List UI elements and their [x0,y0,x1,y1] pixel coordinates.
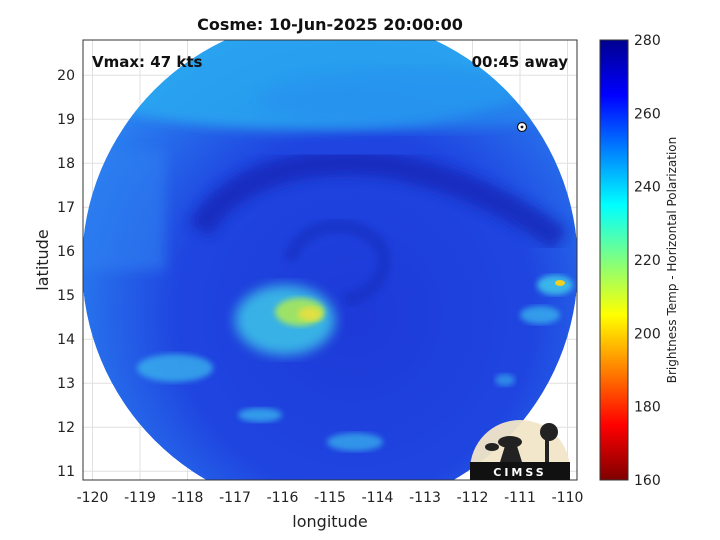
x-tick-label: -113 [409,490,441,506]
colorbar-tick-label: 200 [634,326,661,342]
x-tick-label: -117 [219,490,251,506]
colorbar-tick-label: 240 [634,180,661,196]
x-tick-labels: -120 -119 -118 -117 -116 -115 -114 -113 -112 -111… [77,490,584,506]
storm-symbol-icon [516,121,528,133]
y-tick-label: 15 [57,288,75,304]
axes-frame [82,39,578,481]
y-tick-label: 13 [57,376,75,392]
colorbar [599,39,629,481]
x-axis-label: longitude [292,512,367,531]
cimss-logo: CIMSS [470,420,570,480]
chart-title: Cosme: 10-Jun-2025 20:00:00 [197,15,463,34]
x-tick-label: -115 [314,490,346,506]
y-tick-label: 16 [57,244,75,260]
colorbar-tick-label: 260 [634,106,661,122]
y-tick-labels: 20 19 18 17 16 15 14 13 12 11 [57,68,75,480]
x-tick-label: -112 [457,490,489,506]
y-tick-label: 18 [57,156,75,172]
colorbar-tick-label: 160 [634,473,661,489]
y-tick-label: 11 [57,464,75,480]
x-tick-label: -111 [504,490,536,506]
x-tick-label: -116 [267,490,299,506]
x-tick-label: -120 [77,490,109,506]
logo-text: CIMSS [493,466,546,479]
x-tick-label: -119 [124,490,156,506]
colorbar-tick-label: 280 [634,33,661,49]
time-away-label: 00:45 away [472,53,569,71]
y-tick-label: 19 [57,112,75,128]
x-tick-label: -118 [172,490,204,506]
y-tick-label: 12 [57,420,75,436]
x-tick-label: -114 [362,490,394,506]
colorbar-ticks: 280 260 240 220 200 180 160 [634,33,661,489]
y-tick-label: 20 [57,68,75,84]
vmax-label: Vmax: 47 kts [92,53,202,71]
colorbar-tick-label: 180 [634,400,661,416]
y-tick-label: 14 [57,332,75,348]
colorbar-label: Brightness Temp - Horizontal Polarizatio… [665,137,679,384]
colorbar-tick-label: 220 [634,253,661,269]
y-axis-label: latitude [33,229,52,290]
x-tick-label: -110 [552,490,584,506]
y-tick-label: 17 [57,200,75,216]
